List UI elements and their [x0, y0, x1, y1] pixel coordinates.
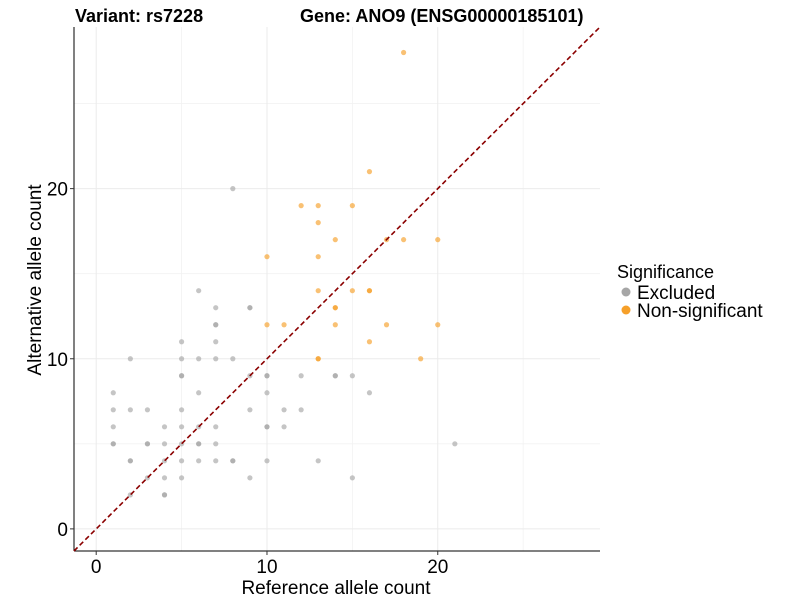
point-excluded — [127, 458, 133, 464]
point-excluded — [213, 441, 219, 447]
point-excluded — [332, 373, 338, 379]
point-non-significant — [383, 322, 390, 328]
point-excluded — [178, 424, 185, 430]
point-non-significant — [315, 356, 321, 362]
point-excluded — [264, 373, 270, 379]
point-non-significant — [435, 237, 441, 243]
point-excluded — [315, 458, 321, 464]
y-axis-title: Alternative allele count — [25, 184, 46, 376]
point-excluded — [349, 475, 355, 481]
point-excluded — [213, 305, 219, 311]
axis-ticks: 0 10 20 0 10 20 — [47, 180, 448, 578]
point-non-significant — [264, 254, 270, 260]
point-non-significant — [418, 356, 424, 362]
point-excluded — [230, 186, 236, 192]
point-excluded — [161, 475, 168, 481]
point-excluded — [178, 475, 185, 481]
axes — [73, 27, 600, 552]
point-excluded — [230, 458, 236, 464]
y-tick-label: 0 — [57, 520, 68, 541]
x-tick-label: 0 — [91, 557, 102, 578]
point-excluded — [144, 407, 151, 413]
point-excluded — [144, 441, 151, 447]
point-excluded — [247, 475, 253, 481]
point-excluded — [196, 458, 202, 464]
point-excluded — [213, 339, 219, 345]
point-excluded — [196, 390, 202, 396]
point-non-significant — [281, 322, 287, 328]
x-tick-label: 10 — [256, 557, 277, 578]
legend-label-non-significant: Non-significant — [637, 301, 763, 322]
point-excluded — [281, 424, 287, 430]
point-excluded — [281, 407, 287, 413]
point-excluded — [178, 373, 185, 379]
point-excluded — [178, 407, 185, 413]
x-tick-label: 20 — [427, 557, 448, 578]
point-excluded — [213, 458, 219, 464]
legend-label-excluded: Excluded — [637, 283, 715, 304]
point-non-significant — [332, 305, 338, 311]
point-non-significant — [315, 288, 321, 294]
legend-swatch-excluded — [621, 287, 631, 297]
y-tick-label: 10 — [47, 350, 68, 371]
point-excluded — [213, 356, 219, 362]
point-excluded — [264, 424, 270, 430]
point-non-significant — [315, 203, 321, 209]
identity-reference-line — [73, 26, 601, 552]
point-non-significant — [401, 49, 407, 56]
point-excluded — [161, 492, 168, 498]
point-excluded — [213, 322, 219, 328]
chart-title-variant: Variant: rs7228 — [75, 6, 203, 26]
point-non-significant — [349, 203, 355, 209]
point-excluded — [264, 390, 270, 396]
point-non-significant — [315, 220, 321, 226]
point-excluded — [161, 424, 168, 430]
chart-title-gene: Gene: ANO9 (ENSG00000185101) — [300, 6, 583, 26]
point-non-significant — [264, 322, 270, 328]
legend: Significance Excluded Non-significant — [617, 262, 763, 322]
point-non-significant — [332, 237, 338, 243]
point-excluded — [110, 407, 116, 413]
point-excluded — [349, 373, 355, 379]
point-excluded — [264, 458, 270, 464]
point-non-significant — [401, 237, 407, 243]
point-excluded — [110, 441, 116, 447]
grid-lines — [74, 27, 600, 551]
y-tick-label: 20 — [47, 180, 68, 201]
point-excluded — [110, 390, 116, 396]
legend-title: Significance — [617, 262, 714, 282]
point-excluded — [230, 356, 236, 362]
point-excluded — [298, 373, 304, 379]
point-excluded — [298, 407, 304, 413]
point-excluded — [161, 441, 168, 447]
legend-swatch-non-significant — [621, 305, 631, 315]
point-excluded — [196, 356, 202, 362]
point-excluded — [452, 441, 458, 447]
point-non-significant — [315, 254, 321, 260]
point-non-significant — [366, 288, 373, 294]
point-non-significant — [332, 322, 338, 328]
point-excluded — [127, 407, 133, 413]
point-excluded — [110, 424, 116, 430]
point-excluded — [178, 356, 185, 362]
x-axis-title: Reference allele count — [241, 578, 431, 599]
point-excluded — [196, 441, 202, 447]
point-excluded — [247, 407, 253, 413]
point-excluded — [366, 390, 373, 396]
point-non-significant — [366, 339, 373, 345]
point-non-significant — [349, 288, 355, 294]
point-non-significant — [366, 169, 373, 175]
point-excluded — [178, 458, 185, 464]
point-non-significant — [435, 322, 441, 328]
point-excluded — [247, 305, 253, 311]
point-non-significant — [298, 203, 304, 209]
point-excluded — [127, 356, 133, 362]
point-excluded — [213, 424, 219, 430]
point-excluded — [196, 288, 202, 294]
point-excluded — [178, 339, 185, 345]
